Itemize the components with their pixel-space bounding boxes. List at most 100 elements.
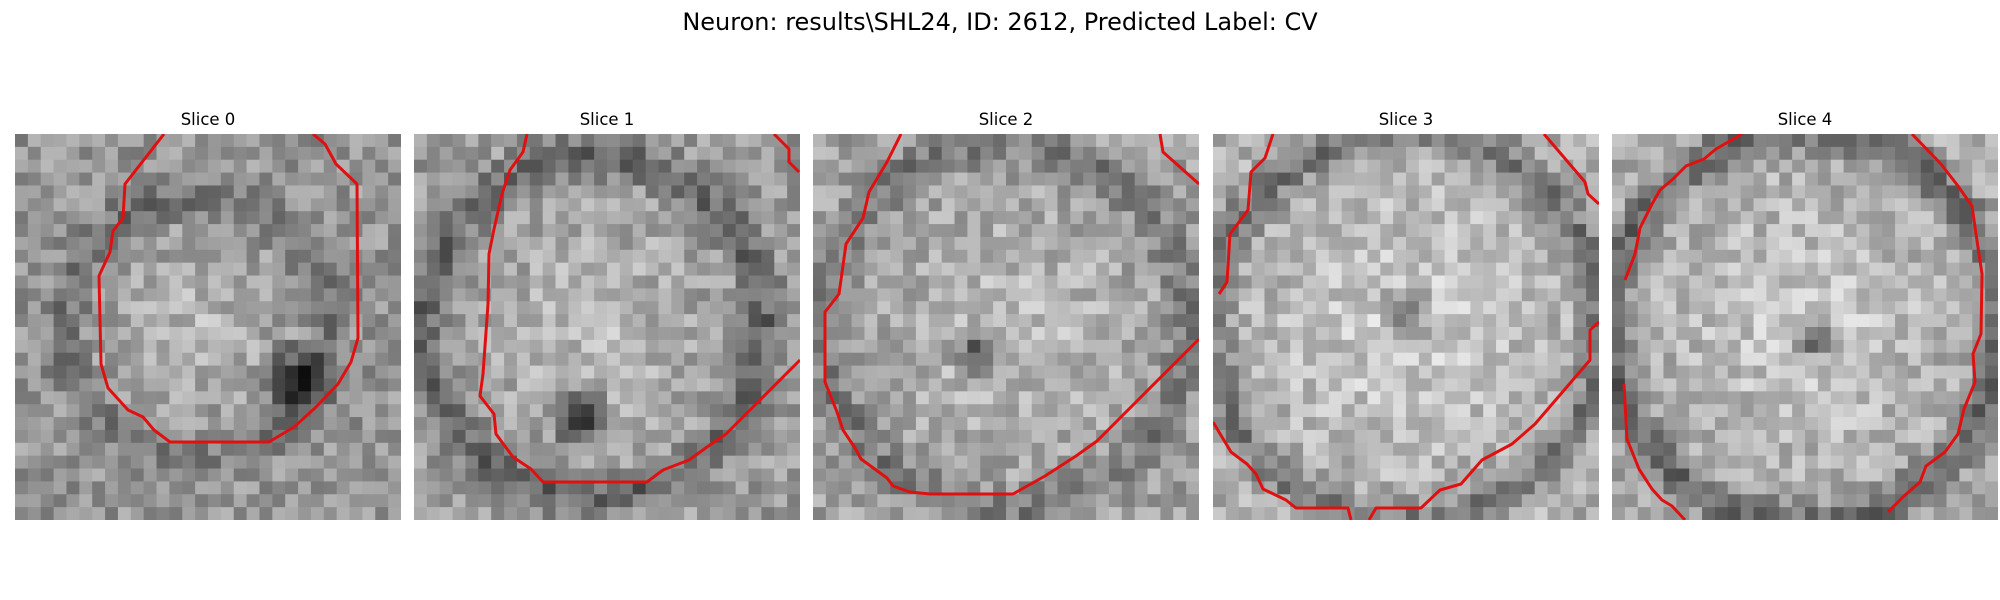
pixel	[504, 262, 518, 277]
pixel	[272, 365, 286, 380]
pixel	[1779, 224, 1793, 238]
pixel	[1186, 468, 1199, 482]
pixel	[516, 352, 531, 367]
pixel	[1483, 404, 1497, 418]
pixel	[1367, 481, 1381, 495]
pixel	[272, 262, 286, 277]
pixel	[15, 134, 29, 148]
pixel	[993, 352, 1007, 367]
pixel	[1508, 507, 1523, 520]
pixel	[15, 224, 29, 238]
pixel	[1083, 275, 1097, 289]
pixel	[130, 455, 145, 470]
pixel	[1457, 275, 1471, 289]
pixel	[967, 275, 981, 289]
pixel	[1303, 378, 1317, 392]
pixel	[92, 378, 106, 392]
pixel	[1315, 455, 1330, 470]
pixel	[40, 468, 55, 482]
pixel	[1121, 185, 1136, 199]
pixel	[1470, 198, 1484, 212]
pixel	[864, 224, 878, 238]
pixel	[1676, 339, 1690, 354]
pixel	[1108, 365, 1123, 380]
pixel	[1560, 404, 1574, 418]
pixel	[491, 468, 505, 482]
pixel	[1418, 314, 1433, 328]
pixel	[92, 159, 106, 174]
pixel	[1727, 262, 1742, 277]
pixel	[1779, 365, 1793, 380]
pixel	[709, 339, 724, 354]
pixel	[877, 198, 891, 212]
pixel	[259, 404, 273, 418]
pixel	[1959, 288, 1973, 302]
pixel	[529, 507, 544, 520]
pixel	[1483, 417, 1497, 431]
pixel	[1057, 262, 1071, 277]
pixel	[156, 404, 170, 418]
pixel	[1856, 236, 1870, 251]
pixel	[1856, 172, 1870, 187]
pixel	[1972, 468, 1986, 482]
pixel	[1264, 339, 1278, 354]
pixel	[53, 146, 68, 161]
pixel	[980, 339, 994, 354]
pixel	[1740, 494, 1755, 508]
pixel	[1006, 275, 1020, 289]
pixel	[954, 198, 968, 212]
pixel	[1869, 327, 1883, 341]
pixel	[1714, 455, 1729, 470]
pixel	[1406, 224, 1420, 238]
pixel	[838, 172, 853, 187]
pixel	[1470, 391, 1484, 405]
pixel	[40, 417, 55, 431]
pixel	[1238, 327, 1253, 341]
pixel	[941, 172, 956, 187]
pixel	[594, 249, 608, 264]
pixel	[542, 198, 557, 212]
pixel	[169, 507, 183, 520]
pixel	[452, 134, 467, 148]
pixel	[452, 378, 467, 392]
pixel	[504, 198, 518, 212]
pixel	[1573, 185, 1587, 199]
pixel	[697, 494, 711, 508]
pixel	[1108, 262, 1123, 277]
pixel	[1431, 146, 1446, 161]
pixel	[1817, 339, 1832, 354]
pixel	[259, 314, 273, 328]
pixel	[1470, 494, 1484, 508]
pixel	[954, 417, 968, 431]
pixel	[66, 198, 80, 212]
pixel	[928, 185, 943, 199]
pixel	[542, 134, 557, 148]
pixel	[1573, 494, 1587, 508]
pixel	[1444, 404, 1459, 418]
pixel	[1225, 185, 1240, 199]
pixel	[941, 417, 956, 431]
pixel	[1006, 314, 1020, 328]
pixel	[40, 172, 55, 187]
pixel	[1457, 236, 1471, 251]
pixel	[117, 429, 132, 444]
pixel	[478, 172, 492, 187]
pixel	[594, 507, 608, 520]
pixel	[1663, 159, 1677, 174]
pixel	[645, 442, 660, 457]
pixel	[735, 429, 750, 444]
pixel	[1650, 249, 1665, 264]
pixel	[1057, 339, 1071, 354]
pixel	[967, 172, 981, 187]
pixel	[915, 185, 930, 199]
pixel	[1508, 249, 1523, 264]
pixel	[143, 442, 158, 457]
pixel	[426, 507, 441, 520]
pixel	[1431, 339, 1446, 354]
pixel	[915, 275, 930, 289]
pixel	[1920, 236, 1935, 251]
pixel	[1907, 275, 1922, 289]
pixel	[774, 339, 788, 354]
pixel	[1134, 314, 1149, 328]
pixel	[1406, 134, 1420, 148]
